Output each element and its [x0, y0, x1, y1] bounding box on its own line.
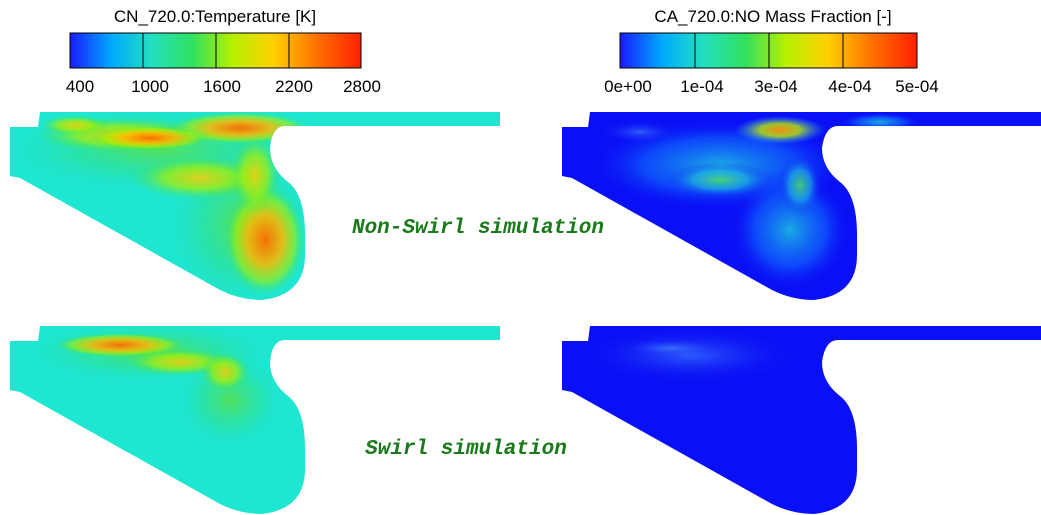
no-tick-label: 1e-04: [680, 77, 723, 96]
no-mass-fraction-legend: CA_720.0:NO Mass Fraction [-] 0e+00 1e-0…: [604, 7, 939, 96]
no-tick-label: 4e-04: [828, 77, 871, 96]
temperature-tick-label: 400: [66, 77, 94, 96]
temperature-legend-title: CN_720.0:Temperature [K]: [114, 7, 316, 26]
temperature-tick-label: 1000: [131, 77, 169, 96]
no-tick-label: 3e-04: [754, 77, 797, 96]
swirl-caption: Swirl simulation: [365, 438, 567, 461]
no-legend-title: CA_720.0:NO Mass Fraction [-]: [654, 7, 891, 26]
temperature-field-swirl: [10, 326, 500, 514]
temperature-field-non-swirl: [10, 112, 500, 300]
temperature-legend: CN_720.0:Temperature [K] 400 1000 1600 2…: [66, 7, 381, 96]
temperature-tick-label: 2200: [275, 77, 313, 96]
no-tick-label: 5e-04: [895, 77, 938, 96]
temperature-tick-label: 1600: [203, 77, 241, 96]
temperature-tick-label: 2800: [343, 77, 381, 96]
no-field-swirl: [562, 326, 1041, 514]
no-field-non-swirl: [562, 112, 1041, 300]
no-tick-label: 0e+00: [604, 77, 652, 96]
non-swirl-caption: Non-Swirl simulation: [352, 217, 604, 240]
